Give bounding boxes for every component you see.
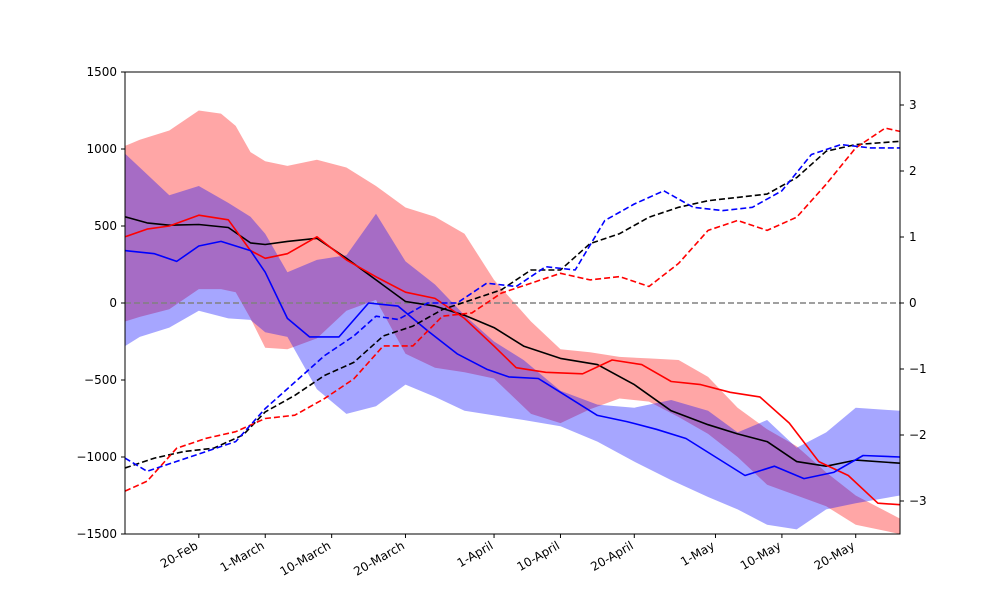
- right-y-tick-label: 1: [909, 230, 917, 244]
- right-y-tick: 2: [900, 164, 917, 178]
- band-1: [125, 153, 900, 530]
- right-y-tick: −1: [900, 362, 927, 376]
- left-y-tick: −1000: [76, 450, 125, 464]
- right-y-tick: 1: [900, 230, 917, 244]
- series-line-0-solid: [125, 216, 900, 468]
- left-y-tick-label: 500: [94, 219, 117, 233]
- right-y-tick-label: −3: [909, 494, 927, 508]
- left-y-tick-label: −1500: [76, 527, 117, 541]
- left-y-tick: 500: [94, 219, 125, 233]
- left-y-tick: 1000: [86, 142, 125, 156]
- series-line-3-dashed: [125, 140, 900, 469]
- left-y-tick: −1500: [76, 527, 125, 541]
- right-y-tick-label: 3: [909, 98, 917, 112]
- left-y-tick-label: −500: [84, 373, 117, 387]
- left-y-tick-label: 1500: [86, 65, 117, 79]
- right-y-tick: 0: [900, 296, 917, 310]
- left-y-tick: 1500: [86, 65, 125, 79]
- series-line-2-solid: [125, 240, 900, 480]
- left-y-tick: −500: [84, 373, 125, 387]
- right-y-tick-label: −2: [909, 428, 927, 442]
- right-y-tick-label: 2: [909, 164, 917, 178]
- series-line-4-dashed: [125, 127, 900, 492]
- confidence-bands: [125, 110, 900, 534]
- series-line-1-solid: [125, 214, 900, 506]
- series-line-5-dashed: [125, 143, 900, 473]
- right-y-tick: −3: [900, 494, 927, 508]
- right-y-tick: −2: [900, 428, 927, 442]
- left-y-axis: 1500 1000 500 0 −500 −1000 −1500: [76, 65, 125, 541]
- left-y-tick-label: 0: [109, 296, 117, 310]
- series-lines: [125, 127, 900, 506]
- right-y-axis: 3 2 1 0 −1 −2 −3: [900, 98, 927, 508]
- right-y-tick: 3: [900, 98, 917, 112]
- band-0: [125, 110, 900, 534]
- left-y-tick-label: −1000: [76, 450, 117, 464]
- left-y-tick-label: 1000: [86, 142, 117, 156]
- left-y-tick: 0: [109, 296, 125, 310]
- right-y-tick-label: 0: [909, 296, 917, 310]
- right-y-tick-label: −1: [909, 362, 927, 376]
